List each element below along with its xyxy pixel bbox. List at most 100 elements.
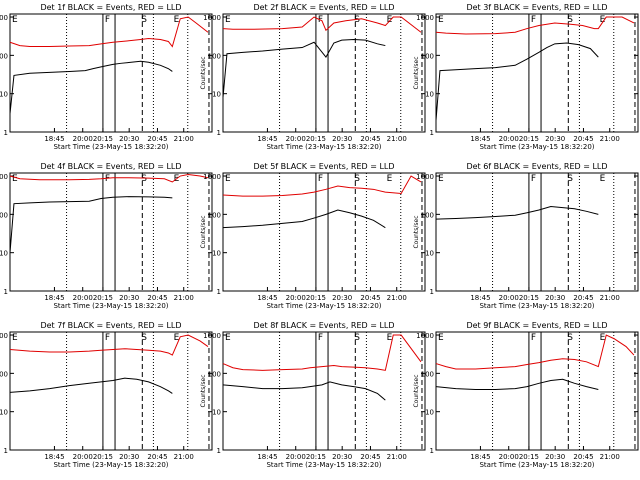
x-tick-label: 18:45 xyxy=(470,135,490,143)
x-tick-label: 20:30 xyxy=(545,135,565,143)
phase-marker-label: E xyxy=(387,174,393,184)
y-tick-label: 10 xyxy=(425,409,434,417)
y-tick-label: 100 xyxy=(208,52,221,60)
panel-title: Det 6f BLACK = Events, RED = LLD xyxy=(466,162,607,171)
phase-marker-label: E xyxy=(600,15,606,25)
y-tick-label: 10 xyxy=(425,250,434,258)
series-events-line xyxy=(222,38,386,98)
y-tick-label: 100 xyxy=(421,370,434,378)
series-events-line xyxy=(435,206,599,220)
y-tick-label: 1000 xyxy=(203,332,221,340)
y-tick-label: 1 xyxy=(430,447,434,455)
y-tick-label: 1 xyxy=(430,129,434,137)
x-tick-label: 20:30 xyxy=(119,135,139,143)
panel-det-1: Det 1f BLACK = Events, RED = LLD 1 10 100 10… xyxy=(0,3,213,151)
x-tick-label: 20:15 xyxy=(519,294,539,302)
y-tick-label: 1000 xyxy=(203,173,221,181)
phase-marker-label: S xyxy=(354,333,360,343)
x-tick-label: 18:45 xyxy=(257,294,277,302)
x-tick-label: 21:00 xyxy=(600,453,620,461)
x-tick-label: 21:00 xyxy=(387,294,407,302)
phase-marker-label: E xyxy=(387,333,393,343)
plot-frame xyxy=(9,172,213,292)
x-tick-label: 20:15 xyxy=(306,135,326,143)
y-tick-label: 10 xyxy=(212,409,221,417)
x-tick-label: 21:00 xyxy=(174,294,194,302)
y-tick-label: 1000 xyxy=(0,332,8,340)
series-events-line xyxy=(222,381,386,401)
x-tick-label: 20:00 xyxy=(73,294,93,302)
x-tick-label: 21:00 xyxy=(174,453,194,461)
y-tick-label: 1000 xyxy=(416,14,434,22)
series-lld-line xyxy=(9,173,209,183)
phase-marker-label: E xyxy=(438,15,444,25)
y-tick-label: 10 xyxy=(0,409,8,417)
x-tick-label: 21:00 xyxy=(600,135,620,143)
series-events-line xyxy=(9,377,173,394)
x-tick-label: 20:45 xyxy=(360,453,380,461)
x-tick-label: 18:45 xyxy=(44,453,64,461)
x-tick-label: 20:30 xyxy=(119,453,139,461)
x-tick-label: 20:30 xyxy=(332,453,352,461)
phase-marker-label: E xyxy=(438,174,444,184)
x-tick-label: 20:15 xyxy=(93,135,113,143)
y-tick-label: 10 xyxy=(212,250,221,258)
phase-marker-label: E xyxy=(12,333,18,343)
panel-title: Det 7f BLACK = Events, RED = LLD xyxy=(40,321,181,330)
phase-marker-label: F xyxy=(105,174,110,184)
y-tick-label: 1000 xyxy=(0,14,8,22)
phase-marker-label: S xyxy=(567,15,573,25)
y-tick-label: 1 xyxy=(4,288,8,296)
x-tick-label: 20:00 xyxy=(73,135,93,143)
y-tick-label: 10 xyxy=(0,91,8,99)
x-tick-label: 20:45 xyxy=(147,453,167,461)
panel-title: Det 2f BLACK = Events, RED = LLD xyxy=(253,3,394,12)
phase-marker-label: S xyxy=(141,333,147,343)
plot-frame xyxy=(9,13,213,133)
y-tick-label: 10 xyxy=(0,250,8,258)
x-tick-label: 20:00 xyxy=(286,135,306,143)
x-tick-label: 20:15 xyxy=(519,453,539,461)
x-tick-label: 20:00 xyxy=(499,135,519,143)
y-tick-label: 1000 xyxy=(203,14,221,22)
phase-marker-label: E xyxy=(387,15,393,25)
x-tick-label: 20:00 xyxy=(286,294,306,302)
plot-frame xyxy=(222,331,426,451)
y-tick-label: 1000 xyxy=(416,332,434,340)
x-tick-label: 18:45 xyxy=(257,453,277,461)
phase-marker-label: F xyxy=(318,174,323,184)
series-lld-line xyxy=(222,16,422,33)
x-tick-label: 20:15 xyxy=(519,135,539,143)
x-tick-label: 20:15 xyxy=(306,453,326,461)
y-tick-label: 1000 xyxy=(0,173,8,181)
phase-marker-label: S xyxy=(354,174,360,184)
phase-marker-label: S xyxy=(567,333,573,343)
x-tick-label: 20:00 xyxy=(499,294,519,302)
x-tick-label: 20:30 xyxy=(119,294,139,302)
phase-marker-label: E xyxy=(438,333,444,343)
x-axis-label: Start Time (23-May-15 18:32:20) xyxy=(266,302,381,310)
y-tick-label: 1 xyxy=(217,447,221,455)
y-tick-label: 1 xyxy=(217,129,221,137)
phase-marker-label: S xyxy=(354,15,360,25)
plot-frame xyxy=(222,13,426,133)
x-tick-label: 20:15 xyxy=(93,294,113,302)
series-lld-line xyxy=(435,16,635,35)
y-tick-label: 10 xyxy=(425,91,434,99)
panel-title: Det 4f BLACK = Events, RED = LLD xyxy=(40,162,181,171)
plot-frame xyxy=(435,172,639,292)
x-tick-label: 21:00 xyxy=(174,135,194,143)
x-tick-label: 20:45 xyxy=(147,294,167,302)
x-tick-label: 20:45 xyxy=(573,294,593,302)
x-tick-label: 18:45 xyxy=(470,294,490,302)
y-tick-label: 100 xyxy=(421,211,434,219)
y-axis-label: Counts/sec xyxy=(200,215,207,248)
x-tick-label: 20:45 xyxy=(573,453,593,461)
panel-det-7: Det 7f BLACK = Events, RED = LLD 1 10 100 10… xyxy=(0,321,213,469)
series-lld-line xyxy=(222,175,422,197)
phase-marker-label: F xyxy=(531,15,536,25)
y-tick-label: 100 xyxy=(0,370,8,378)
phase-marker-label: E xyxy=(225,174,231,184)
y-axis-label: Counts/sec xyxy=(413,56,420,89)
phase-marker-label: S xyxy=(567,174,573,184)
